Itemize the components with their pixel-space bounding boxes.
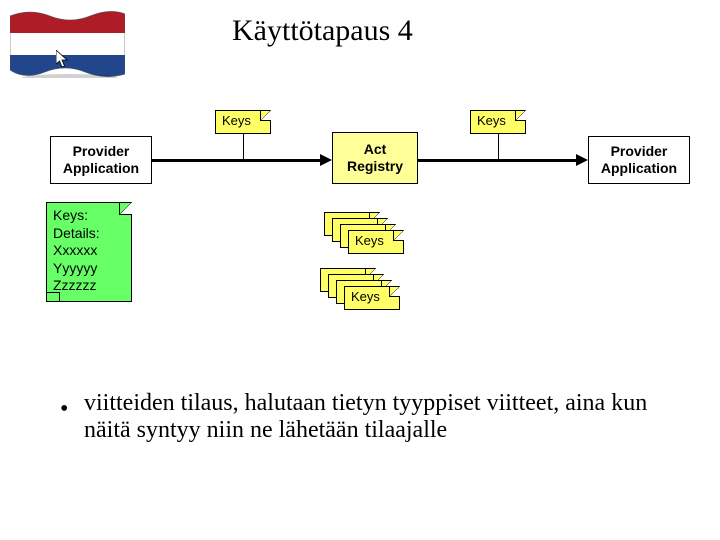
keys-label: Keys	[477, 113, 506, 128]
provider-application-right: ProviderApplication	[588, 136, 690, 184]
bullet-text: • viitteiden tilaus, halutaan tietyn tyy…	[60, 390, 680, 444]
details-note: Keys: Details: Xxxxxx Yyyyyy Zzzzzz	[46, 202, 132, 302]
note-line: Xxxxxx	[53, 242, 125, 260]
note-line: Yyyyyy	[53, 260, 125, 278]
connector-tick	[498, 134, 499, 160]
keys-stack-item: Keys	[348, 230, 404, 254]
keys-stack-item: Keys	[344, 286, 400, 310]
connector-tick	[243, 134, 244, 160]
note-line: Keys:	[53, 207, 125, 225]
use-case-diagram: ProviderApplication ActRegistry Provider…	[50, 110, 685, 350]
keys-note-left: Keys	[215, 110, 271, 134]
provider-application-left: ProviderApplication	[50, 136, 152, 184]
note-line: Zzzzzz	[53, 277, 125, 295]
keys-label: Keys	[222, 113, 251, 128]
mouse-cursor-icon	[56, 50, 68, 68]
keys-note-right: Keys	[470, 110, 526, 134]
note-line: Details:	[53, 225, 125, 243]
bullet-content: viitteiden tilaus, halutaan tietyn tyypp…	[84, 390, 680, 444]
bullet-icon: •	[60, 396, 68, 423]
act-registry: ActRegistry	[332, 132, 418, 184]
page-title: Käyttötapaus 4	[232, 14, 413, 48]
